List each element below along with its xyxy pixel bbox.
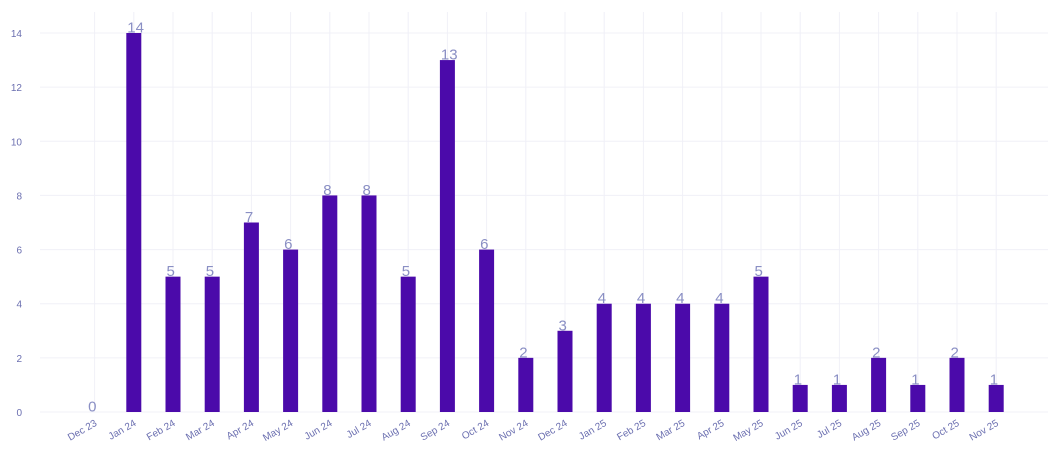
x-tick-label: May 24 — [261, 418, 295, 444]
bar — [439, 60, 455, 412]
y-tick-label: 8 — [16, 191, 22, 202]
bar — [753, 276, 769, 412]
bar — [596, 303, 612, 412]
x-tick-label: Sep 24 — [419, 418, 452, 444]
data-label: 1 — [833, 371, 841, 388]
data-label: 1 — [990, 371, 998, 388]
data-label: 14 — [127, 20, 144, 37]
y-tick-label: 6 — [16, 246, 22, 257]
bar — [988, 384, 1004, 412]
data-label: 4 — [637, 290, 645, 307]
x-tick-label: Dec 23 — [66, 418, 99, 444]
data-label: 3 — [559, 317, 567, 334]
data-label: 7 — [245, 209, 253, 226]
x-tick-label: Sep 25 — [889, 418, 922, 444]
bar — [165, 276, 181, 412]
data-label: 5 — [167, 263, 175, 280]
data-label: 2 — [872, 344, 880, 361]
bar — [635, 303, 651, 412]
x-tick-label: Oct 24 — [460, 418, 491, 442]
y-axis-ticks: 0 2 4 6 8 10 12 14 — [11, 29, 23, 419]
bar — [557, 330, 573, 412]
x-tick-label: Nov 25 — [968, 418, 1001, 444]
data-label: 8 — [323, 182, 331, 199]
y-tick-label: 14 — [11, 29, 23, 40]
data-label: 6 — [480, 236, 488, 253]
x-tick-label: Oct 25 — [930, 418, 961, 442]
x-tick-label: Nov 24 — [497, 418, 530, 444]
data-label: 2 — [951, 344, 959, 361]
bar — [204, 276, 220, 412]
x-tick-label: Jan 25 — [577, 418, 609, 443]
x-tick-label: Jul 24 — [345, 418, 374, 441]
bar — [949, 357, 965, 412]
data-label: 5 — [755, 263, 763, 280]
grid-lines — [40, 12, 1048, 413]
bar — [361, 195, 377, 412]
data-label: 13 — [441, 47, 458, 64]
data-label: 1 — [794, 371, 802, 388]
bar — [479, 249, 495, 412]
bar — [322, 195, 338, 412]
bar — [283, 249, 299, 412]
data-label: 8 — [363, 182, 371, 199]
x-tick-label: Aug 24 — [380, 418, 413, 444]
data-label: 5 — [206, 263, 214, 280]
y-tick-label: 12 — [11, 83, 23, 94]
x-tick-label: Jul 25 — [815, 418, 844, 441]
data-label: 2 — [519, 344, 527, 361]
y-tick-label: 0 — [16, 408, 22, 419]
x-tick-label: May 25 — [732, 418, 766, 444]
data-label: 6 — [284, 236, 292, 253]
x-tick-label: Jun 25 — [773, 418, 805, 443]
bar — [400, 276, 416, 412]
data-label: 5 — [402, 263, 410, 280]
data-labels: 0 14 5 5 7 6 8 8 5 13 6 2 3 4 4 4 4 5 1 1 2 1 2 1 — [88, 20, 998, 416]
x-tick-label: Apr 24 — [225, 418, 256, 442]
y-tick-label: 2 — [16, 354, 22, 365]
x-axis-ticks: Dec 23 Jan 24 Feb 24 Mar 24 Apr 24 May 24 Jun … — [66, 418, 1001, 444]
bar — [714, 303, 730, 412]
x-tick-label: Jun 24 — [303, 418, 335, 443]
y-tick-label: 10 — [11, 137, 23, 148]
data-label: 4 — [598, 290, 606, 307]
x-tick-label: Dec 24 — [537, 418, 570, 444]
bar — [518, 357, 534, 412]
x-tick-label: Feb 24 — [145, 418, 178, 443]
bars — [126, 33, 1004, 412]
bar — [910, 384, 926, 412]
data-label: 4 — [715, 290, 723, 307]
x-tick-label: Apr 25 — [695, 418, 726, 442]
x-tick-label: Feb 25 — [615, 418, 648, 443]
data-label: 0 — [88, 399, 96, 416]
x-tick-label: Mar 25 — [655, 418, 688, 443]
bar — [126, 33, 142, 412]
x-tick-label: Mar 24 — [184, 418, 217, 443]
bar — [243, 222, 259, 412]
bar — [831, 384, 847, 412]
x-tick-label: Jan 24 — [107, 418, 139, 443]
data-label: 4 — [676, 290, 684, 307]
x-tick-label: Aug 25 — [850, 418, 883, 444]
bar — [675, 303, 691, 412]
bar — [792, 384, 808, 412]
data-label: 1 — [911, 371, 919, 388]
y-tick-label: 4 — [16, 300, 22, 311]
bar — [871, 357, 887, 412]
